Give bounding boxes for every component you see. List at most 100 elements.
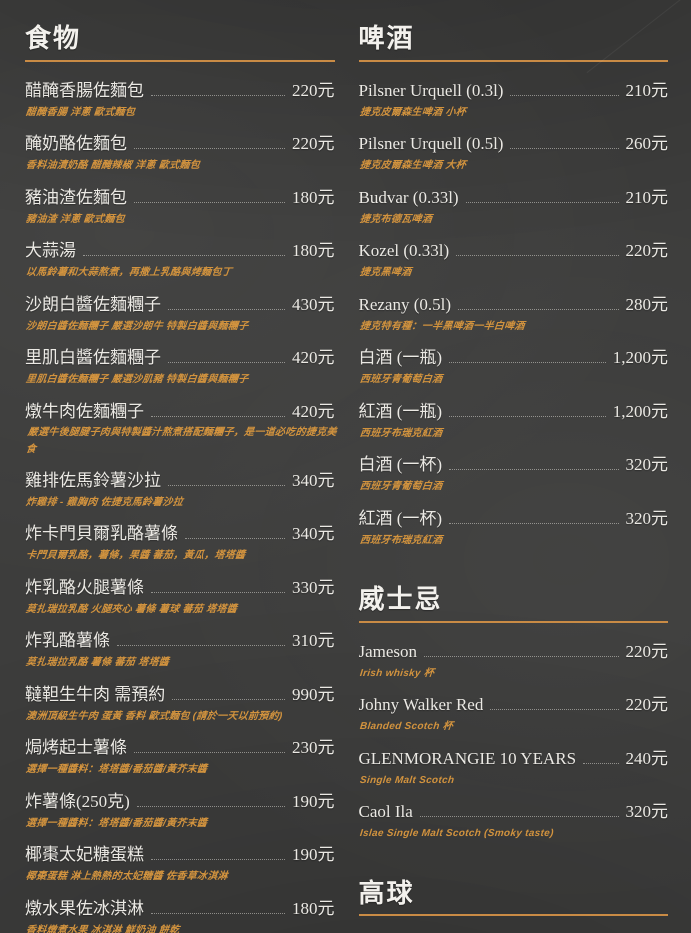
item-price: 330元 [292, 577, 335, 597]
menu-item: 白酒 (一瓶) 1,200元 西班牙青葡萄白酒 [359, 347, 669, 389]
menu-item: Kozel (0.33l) 220元捷克黑啤酒 [359, 240, 669, 282]
item-price: 260元 [625, 134, 669, 154]
item-name: 沙朗白醬佐麵糰子 [25, 294, 161, 314]
menu-item: 醃奶酪佐麵包 220元 香料油漬奶酪 醋醃辣椒 洋蔥 歐式麵包 [25, 133, 335, 175]
item-line: 沙朗白醬佐麵糰子 430元 [25, 294, 335, 316]
item-name: Jameson [358, 641, 418, 661]
item-name: GLENMORANGIE 10 YEARS [358, 748, 577, 768]
item-line: 焗烤起士薯條 230元 [25, 737, 335, 759]
item-price: 180元 [292, 898, 335, 918]
menu-item: 白酒 (一杯) 320元西班牙青葡萄白酒 [359, 454, 669, 496]
item-description: 捷克布德瓦啤酒 [358, 213, 433, 225]
item-name: 椰棗太妃糖蛋糕 [25, 845, 144, 865]
menu-item: 紅酒 (一瓶) 1,200元 西班牙布瑞克紅酒 [359, 401, 669, 443]
menu-item: Rezany (0.5l) 280元 捷克特有種：一半黑啤酒一半白啤酒 [359, 294, 669, 336]
item-line: Kozel (0.33l) 220元 [359, 240, 669, 262]
section-items: Gin&Tonic240元琴酒 通寧水Vodka&Soda240元伏特加 蘇打水 [359, 916, 669, 933]
item-price: 420元 [292, 401, 335, 421]
menu-column-1: 食物 醋醃香腸佐麵包 220元 醋醃香腸 洋蔥 歐式麵包 醃奶酪佐麵包 220元 香料油漬奶… [25, 24, 337, 933]
section-items: 醋醃香腸佐麵包 220元 醋醃香腸 洋蔥 歐式麵包 醃奶酪佐麵包 220元 香料油漬奶酪 … [25, 62, 337, 933]
item-name: Kozel (0.33l) [358, 241, 450, 261]
item-description: 捷克黑啤酒 [358, 267, 412, 279]
item-description: Islae Single Malt Scotch (Smoky taste) [358, 828, 554, 840]
item-line: 椰棗太妃糖蛋糕 190元 [25, 844, 335, 866]
item-line: 里肌白醬佐麵糰子 420元 [25, 347, 335, 369]
item-name: 白酒 (一杯) [358, 455, 443, 475]
item-description: 西班牙布瑞克紅酒 [358, 534, 443, 546]
menu-item: 炸乳酪薯條 310元 莫扎瑞拉乳酪 薯條 蕃茄 塔塔醬 [25, 630, 335, 672]
item-price: 280元 [625, 294, 669, 314]
item-description: 香料燉煮水果 冰淇淋 鮮奶油 餅乾 [25, 924, 180, 933]
item-description: 捷克特有種：一半黑啤酒一半白啤酒 [358, 320, 525, 332]
item-name: Pilsner Urquell (0.3l) [358, 80, 504, 100]
section-title: 啤酒 [358, 24, 668, 62]
item-name: Johny Walker Red [358, 695, 484, 715]
item-line: 醋醃香腸佐麵包 220元 [25, 80, 335, 102]
item-description: 選擇一種醬料：塔塔醬/番茄醬/黃芥末醬 [25, 817, 208, 829]
item-description: 捷克皮爾森生啤酒 小杯 [358, 106, 467, 118]
item-price: 190元 [292, 845, 335, 865]
item-line: 豬油渣佐麵包 180元 [25, 187, 335, 209]
item-name: 炸乳酪火腿薯條 [25, 577, 144, 597]
item-description: 澳洲頂級生牛肉 蛋黃 香料 歐式麵包 (請於一天以前預約) [25, 710, 284, 722]
menu-item: 椰棗太妃糖蛋糕 190元椰棗蛋糕 淋上熱熱的太妃糖醬 佐香草冰淇淋 [25, 844, 335, 886]
section-items: Pilsner Urquell (0.3l) 210元 捷克皮爾森生啤酒 小杯 Pil… [359, 62, 669, 550]
menu-section: 食物 醋醃香腸佐麵包 220元 醋醃香腸 洋蔥 歐式麵包 醃奶酪佐麵包 220元 香料油漬奶… [25, 24, 337, 933]
menu-section: 高球Gin&Tonic240元琴酒 通寧水Vodka&Soda240元伏特加 蘇… [358, 879, 669, 933]
menu-item: Pilsner Urquell (0.3l) 210元捷克皮爾森生啤酒 小杯 [359, 80, 669, 122]
item-price: 220元 [625, 641, 669, 661]
menu-item: Jameson 220元 Irish whisky 杯 [359, 641, 669, 683]
item-price: 180元 [292, 241, 335, 261]
item-price: 430元 [292, 294, 335, 314]
item-price: 180元 [292, 187, 335, 207]
item-description: 卡門貝爾乳酪，薯條，果醬 蕃茄，黃瓜，塔塔醬 [25, 550, 246, 562]
item-price: 420元 [292, 348, 335, 368]
item-price: 310元 [292, 631, 335, 651]
menu-item: 韃靼生牛肉 需預約 990元澳洲頂級生牛肉 蛋黃 香料 歐式麵包 (請於一天以前預… [25, 684, 335, 726]
menu-section: 啤酒 Pilsner Urquell (0.3l) 210元 捷克皮爾森生啤酒 小杯 P… [358, 24, 669, 550]
item-price: 190元 [292, 791, 335, 811]
section-title: 威士忌 [358, 585, 668, 623]
item-name: 醋醃香腸佐麵包 [25, 80, 144, 100]
menu-item: Caol Ila 320元 Islae Single Malt Scotch (Sm… [359, 801, 669, 843]
item-line: 紅酒 (一瓶) 1,200元 [359, 401, 669, 423]
item-name: 燉水果佐冰淇淋 [25, 898, 144, 918]
item-line: 燉水果佐冰淇淋 180元 [25, 898, 335, 920]
menu-item: Budvar (0.33l) 210元 捷克布德瓦啤酒 [359, 187, 669, 229]
menu-item: 焗烤起士薯條 230元 選擇一種醬料：塔塔醬/番茄醬/黃芥末醬 [25, 737, 335, 779]
item-line: 韃靼生牛肉 需預約 990元 [25, 684, 335, 706]
menu-item: 沙朗白醬佐麵糰子 430元 沙朗白醬佐麵糰子 嚴選沙朗牛 特製白醬與麵糰子 [25, 294, 335, 336]
item-line: Caol Ila 320元 [359, 801, 669, 823]
item-name: Pilsner Urquell (0.5l) [358, 134, 504, 154]
item-description: 椰棗蛋糕 淋上熱熱的太妃糖醬 佐香草冰淇淋 [25, 871, 229, 883]
item-line: 炸薯條(250克) 190元 [25, 791, 335, 813]
menu-column-2: 啤酒 Pilsner Urquell (0.3l) 210元 捷克皮爾森生啤酒 小杯 P… [358, 24, 669, 933]
item-line: 炸卡門貝爾乳酪薯條 340元 [25, 523, 335, 545]
menu-item: 雞排佐馬鈴薯沙拉 340元 炸雞排 - 雞胸肉 佐捷克馬鈴薯沙拉 [25, 470, 335, 512]
item-description: 以馬鈴薯和大蒜熬煮，再撒上乳酪與烤麵包丁 [25, 267, 233, 279]
item-name: 雞排佐馬鈴薯沙拉 [25, 470, 161, 490]
menu-item: 燉牛肉佐麵糰子 420元 嚴選牛後腿腱子肉與特製醬汁熬煮搭配麵糰子，是一道必吃的捷克… [25, 401, 337, 458]
item-description: 西班牙青葡萄白酒 [358, 481, 443, 493]
item-description: 西班牙青葡萄白酒 [358, 374, 443, 386]
item-name: 焗烤起士薯條 [25, 738, 127, 758]
item-price: 320元 [625, 455, 669, 475]
item-name: 紅酒 (一瓶) [358, 401, 443, 421]
item-line: 雞排佐馬鈴薯沙拉 340元 [25, 470, 335, 492]
item-price: 320元 [625, 508, 669, 528]
menu-section: 威士忌 Jameson 220元 Irish whisky 杯 Johny Walker… [358, 585, 669, 843]
item-name: Caol Ila [358, 802, 413, 822]
item-name: Budvar (0.33l) [358, 187, 459, 207]
item-description: 里肌白醬佐麵糰子 嚴選沙肌豬 特製白醬與麵糰子 [25, 374, 249, 386]
item-line: 炸乳酪薯條 310元 [25, 630, 335, 652]
menu-item: 炸薯條(250克) 190元選擇一種醬料：塔塔醬/番茄醬/黃芥末醬 [25, 791, 335, 833]
item-line: Pilsner Urquell (0.3l) 210元 [359, 80, 669, 102]
item-price: 1,200元 [612, 401, 668, 421]
item-price: 230元 [292, 738, 335, 758]
item-line: 炸乳酪火腿薯條 330元 [25, 577, 335, 599]
menu-item: 紅酒 (一杯) 320元 西班牙布瑞克紅酒 [359, 508, 669, 550]
item-description: Blanded Scotch 杯 [358, 721, 454, 733]
item-description: 捷克皮爾森生啤酒 大杯 [358, 160, 467, 172]
menu-item: 炸乳酪火腿薯條 330元 莫扎瑞拉乳酪 火腿夾心 薯條 薯球 蕃茄 塔塔醬 [25, 577, 335, 619]
